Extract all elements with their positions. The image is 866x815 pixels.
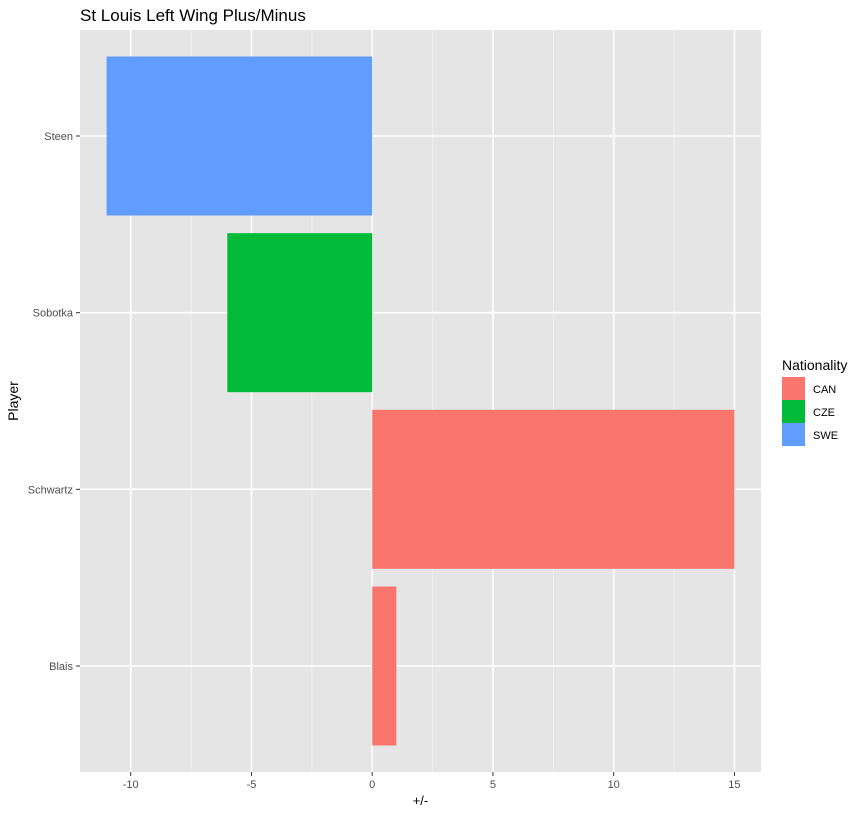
x-tick-label: 5 bbox=[490, 779, 496, 791]
x-tick-label: -10 bbox=[123, 779, 139, 791]
legend-label-swe: SWE bbox=[813, 430, 838, 442]
legend-key-cze bbox=[782, 400, 805, 423]
legend-key-can bbox=[782, 377, 805, 400]
bar-blais bbox=[372, 586, 397, 746]
legend-key-swe bbox=[782, 423, 805, 446]
y-axis: Blais Schwartz Sobotka Steen bbox=[28, 131, 80, 673]
legend: Nationality CAN CZE SWE bbox=[782, 357, 847, 446]
bar-schwartz bbox=[372, 409, 735, 569]
x-tick-label: 0 bbox=[369, 779, 375, 791]
bars bbox=[106, 56, 735, 746]
y-tick-label: Schwartz bbox=[28, 484, 73, 496]
x-axis: -10 -5 0 5 10 15 bbox=[123, 772, 741, 791]
chart-title: St Louis Left Wing Plus/Minus bbox=[80, 6, 306, 25]
x-axis-title: +/- bbox=[413, 793, 429, 808]
bar-sobotka bbox=[227, 233, 373, 393]
y-axis-title: Player bbox=[5, 381, 21, 421]
x-tick-label: 15 bbox=[728, 779, 740, 791]
y-tick-label: Blais bbox=[49, 661, 73, 673]
x-tick-label: 10 bbox=[608, 779, 620, 791]
y-tick-label: Sobotka bbox=[33, 308, 74, 320]
x-tick-label: -5 bbox=[247, 779, 257, 791]
y-tick-label: Steen bbox=[44, 131, 73, 143]
legend-label-cze: CZE bbox=[813, 407, 835, 419]
legend-title: Nationality bbox=[782, 357, 847, 373]
legend-label-can: CAN bbox=[813, 384, 836, 396]
bar-steen bbox=[106, 56, 373, 216]
